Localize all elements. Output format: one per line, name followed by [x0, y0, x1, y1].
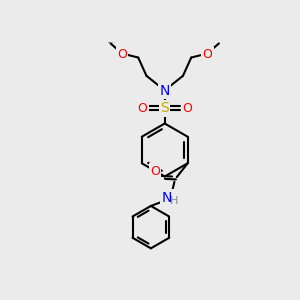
Text: S: S — [160, 101, 169, 115]
Text: O: O — [182, 102, 192, 115]
Text: O: O — [117, 48, 127, 61]
Text: H: H — [169, 196, 178, 206]
Text: O: O — [138, 102, 148, 115]
Text: N: N — [162, 191, 172, 205]
Text: methoxy_l: methoxy_l — [108, 41, 116, 43]
Text: N: N — [160, 84, 170, 98]
Text: O: O — [202, 48, 212, 61]
Text: O: O — [150, 165, 160, 178]
